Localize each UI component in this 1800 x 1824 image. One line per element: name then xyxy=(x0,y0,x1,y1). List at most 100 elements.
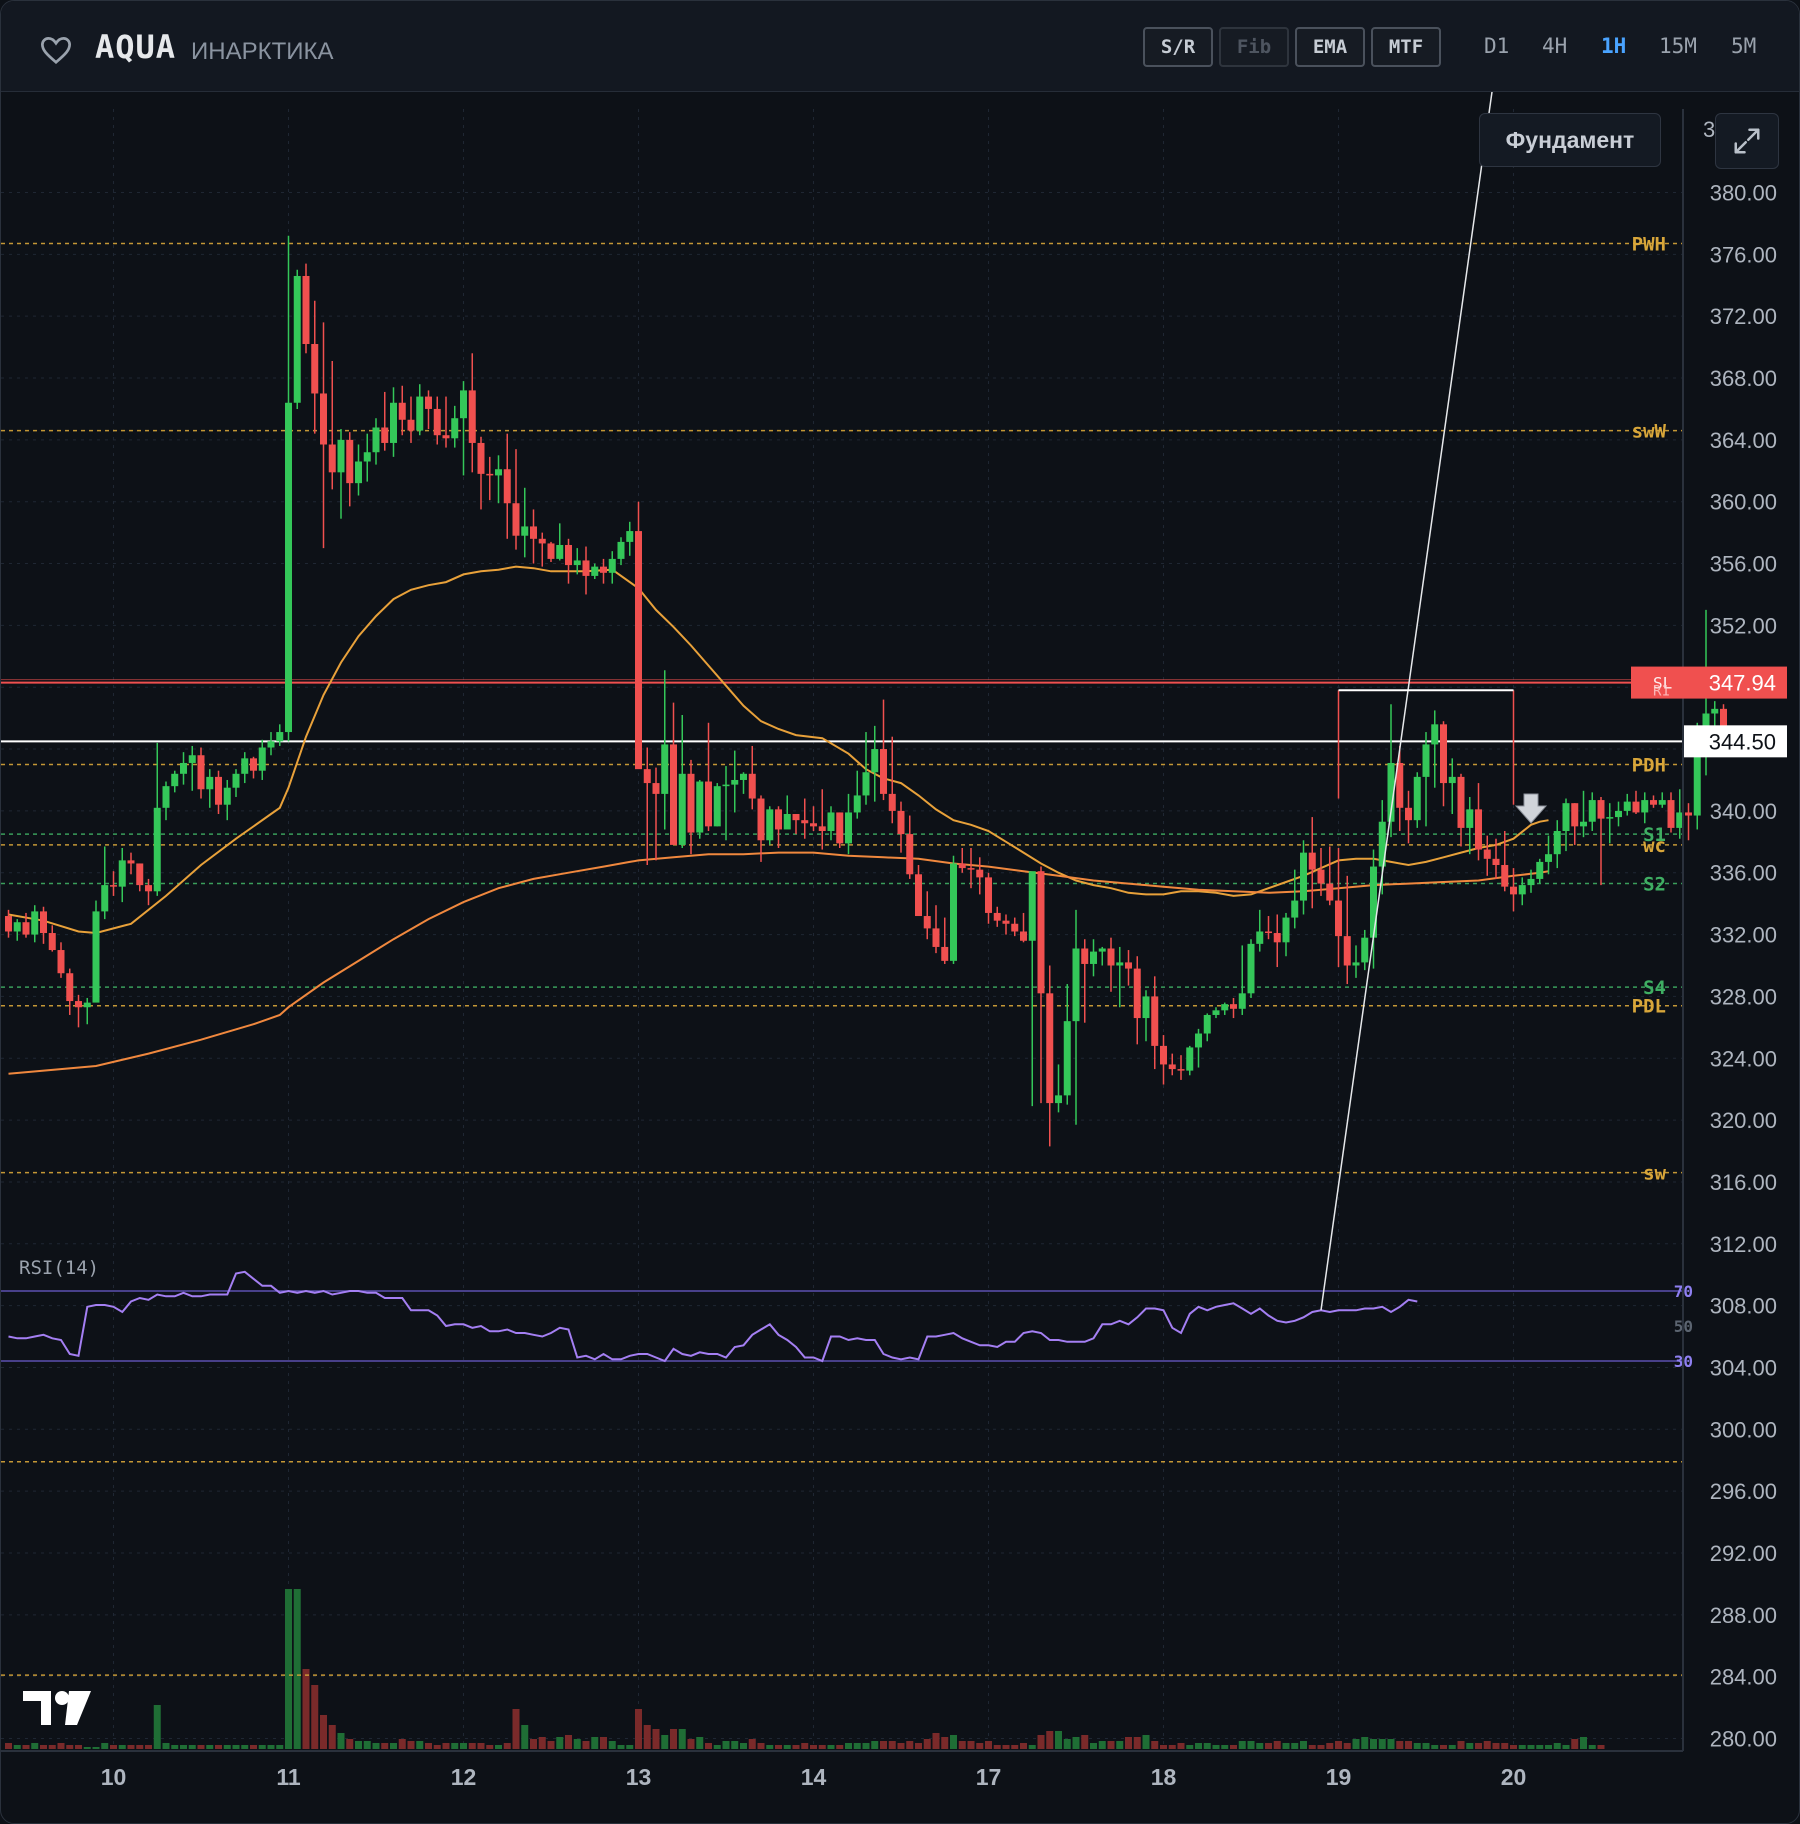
candle-body xyxy=(1168,1064,1176,1070)
candle xyxy=(398,385,406,436)
date-tick-label: 17 xyxy=(976,1764,1002,1790)
candle xyxy=(381,391,389,451)
heart-icon[interactable] xyxy=(39,35,73,65)
volume-bar xyxy=(1282,1743,1290,1749)
ema-toggle-button[interactable]: EMA xyxy=(1295,27,1365,67)
volume-bar xyxy=(495,1745,502,1749)
candle-body xyxy=(1098,948,1106,952)
candle-body xyxy=(1046,993,1054,1104)
volume-bar xyxy=(1186,1745,1194,1749)
candle xyxy=(678,715,686,849)
volume-bar xyxy=(678,1729,686,1749)
mtf-toggle-button[interactable]: MTF xyxy=(1371,27,1441,67)
candle-body xyxy=(731,779,739,785)
candle-body xyxy=(1702,713,1710,736)
volume-bar xyxy=(1072,1737,1080,1749)
candle xyxy=(1588,792,1596,831)
volume-bar xyxy=(1352,1739,1360,1749)
candle-body xyxy=(1405,807,1412,821)
candle xyxy=(460,381,467,476)
candle xyxy=(22,912,30,938)
volume-bar xyxy=(75,1745,82,1749)
candle-body xyxy=(460,390,467,419)
candle-body xyxy=(766,809,774,841)
price-tick-label: 364.00 xyxy=(1710,428,1777,453)
candle-body xyxy=(1212,1010,1220,1015)
candle xyxy=(547,541,555,562)
volume-bar xyxy=(48,1745,56,1749)
timeframe-15m[interactable]: 15M xyxy=(1659,34,1697,58)
price-tick-label: 360.00 xyxy=(1710,490,1777,515)
volume-bar xyxy=(862,1743,870,1749)
volume-bar xyxy=(1335,1741,1342,1749)
candle xyxy=(57,942,65,978)
candle xyxy=(1168,1053,1176,1076)
candle-body xyxy=(1580,821,1587,827)
volume-bar xyxy=(748,1739,756,1749)
candle xyxy=(1676,789,1684,839)
candle xyxy=(276,724,284,746)
timeframe-4h[interactable]: 4H xyxy=(1542,34,1568,58)
candle xyxy=(127,852,135,875)
volume-bar xyxy=(1107,1741,1115,1749)
candle-body xyxy=(1063,1021,1071,1096)
candle-body xyxy=(1650,800,1657,805)
candle xyxy=(932,905,940,954)
rsi-line xyxy=(8,1270,1418,1363)
volume-bar xyxy=(1212,1745,1220,1749)
candle xyxy=(1028,871,1036,1107)
expand-button[interactable] xyxy=(1715,113,1779,169)
volume-bar xyxy=(215,1745,222,1749)
candle xyxy=(285,235,292,742)
candle-body xyxy=(1396,762,1404,808)
candle-body xyxy=(153,807,161,892)
candle-body xyxy=(740,773,747,780)
volume-bar xyxy=(958,1741,966,1749)
candle-body xyxy=(5,916,12,932)
sr-toggle-button[interactable]: S/R xyxy=(1143,27,1213,67)
candle xyxy=(670,702,677,845)
date-tick-label: 13 xyxy=(626,1764,652,1790)
volume-bar xyxy=(1037,1735,1045,1749)
candle-body xyxy=(1361,937,1369,963)
candle xyxy=(1431,710,1439,788)
candle xyxy=(495,455,502,504)
candle-body xyxy=(1300,852,1307,901)
candle-body xyxy=(608,558,616,573)
timeframe-5m[interactable]: 5M xyxy=(1731,34,1757,58)
price-tick-label: 304.00 xyxy=(1710,1355,1777,1380)
tradingview-logo-icon xyxy=(23,1691,91,1725)
candle xyxy=(1475,783,1482,861)
volume-bar xyxy=(661,1735,669,1749)
candle xyxy=(1090,939,1097,977)
candle xyxy=(75,994,82,1028)
volume-bar xyxy=(1090,1743,1097,1749)
candle-body xyxy=(993,912,1001,921)
candle xyxy=(1116,946,1124,1008)
timeframe-1h[interactable]: 1H xyxy=(1601,34,1627,58)
volume-bar xyxy=(1116,1741,1124,1749)
candle xyxy=(617,537,625,566)
candle xyxy=(1396,745,1404,831)
candle-body xyxy=(1492,858,1500,866)
fib-toggle-button[interactable]: Fib xyxy=(1219,27,1289,67)
candle-body xyxy=(626,531,634,542)
candle xyxy=(13,919,21,941)
company-name: ИНАРКТИКА xyxy=(191,38,334,65)
timeframe-d1[interactable]: D1 xyxy=(1484,34,1510,58)
candle-body xyxy=(223,787,231,805)
candle-body xyxy=(31,911,39,935)
price-tick-label: 288.00 xyxy=(1710,1603,1777,1628)
candle-body xyxy=(1020,931,1027,941)
volume-bar xyxy=(792,1745,800,1749)
candle xyxy=(1483,835,1491,876)
candle-body xyxy=(1343,936,1351,966)
candle-body xyxy=(22,922,30,935)
volume-bar xyxy=(897,1743,905,1749)
candle-body xyxy=(556,544,564,559)
candle xyxy=(1282,912,1290,957)
volume-bar xyxy=(451,1743,459,1749)
candle xyxy=(1160,1035,1167,1085)
fundament-button[interactable]: Фундамент xyxy=(1479,113,1661,167)
